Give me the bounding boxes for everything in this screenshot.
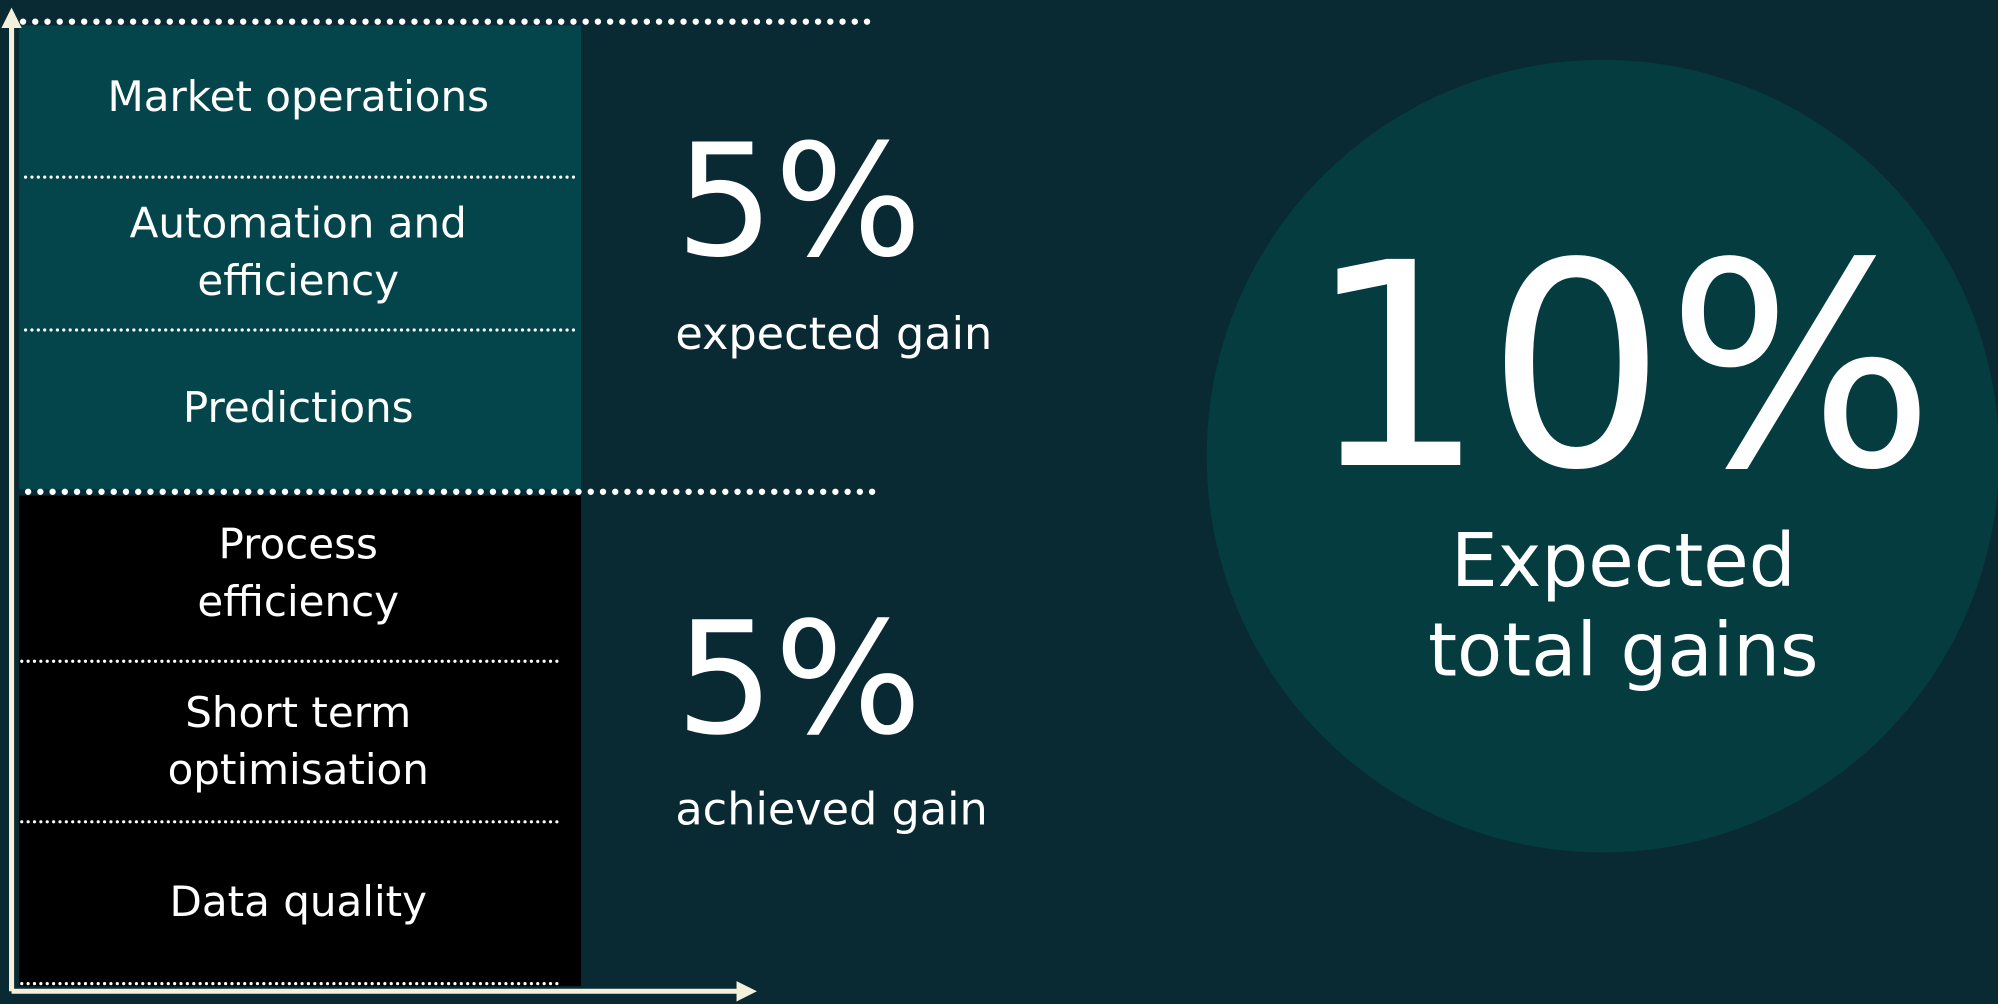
total-value: 10% [1306,202,1935,532]
total-caption-line: Expected [1451,518,1796,604]
achieved-value: 5% [675,589,922,770]
item-label: Predictions [183,383,414,432]
items: Market operations Automation and efficienc… [107,72,489,926]
item-label: Process [219,520,378,569]
item-label: Short term [185,688,411,737]
expected-value: 5% [675,111,922,292]
achieved-block [19,495,582,987]
total-circle [1206,60,1998,853]
item-label: Automation and [130,199,467,248]
expected-block [19,25,582,490]
item-label: efficiency [197,256,399,305]
expected-caption: expected gain [675,308,992,360]
total-caption-line: total gains [1428,607,1818,693]
item-label: efficiency [197,577,399,626]
separators [19,18,880,986]
item-label: Data quality [169,877,427,926]
achieved-caption: achieved gain [675,783,987,835]
item-label: optimisation [168,745,429,794]
item-label: Market operations [107,72,489,121]
